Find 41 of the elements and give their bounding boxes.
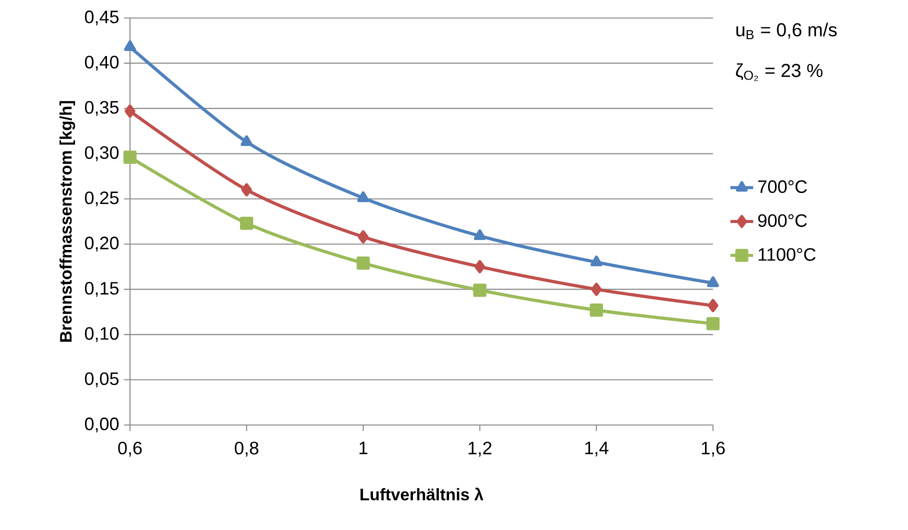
y-tick-label: 0,40 <box>84 56 119 71</box>
y-tick-label: 0,10 <box>84 327 119 342</box>
point <box>708 299 718 312</box>
point <box>241 183 252 196</box>
legend-label: 700°C <box>758 180 807 194</box>
point <box>474 260 486 274</box>
point <box>706 317 720 330</box>
point <box>473 284 486 297</box>
point <box>356 256 370 270</box>
x-tick-label: 0,6 <box>118 442 142 457</box>
point <box>240 135 253 146</box>
point <box>474 229 486 240</box>
point <box>590 256 602 266</box>
legend-label: 900°C <box>758 214 807 227</box>
x-axis-title: Luftverhältnis λ <box>360 488 484 500</box>
x-tick-label: 1,2 <box>468 442 492 457</box>
x-tick-label: 1 <box>360 442 368 454</box>
y-tick-label: 0,15 <box>84 282 119 297</box>
y-tick-label: 0,25 <box>84 191 119 206</box>
point <box>357 191 370 202</box>
x-tick-label: 1,4 <box>585 442 608 456</box>
text: ζ$_{O₂}$ = 23 % <box>736 63 822 81</box>
y-tick-label: 0,20 <box>84 236 119 252</box>
point <box>707 276 719 288</box>
text: u$_{B}$ = 0,6 m/s <box>736 22 837 40</box>
x-tick-label: 1,6 <box>702 442 725 457</box>
y-tick-label: 0,45 <box>84 10 119 26</box>
point <box>123 150 137 164</box>
x-tick-label: 0,8 <box>234 442 258 457</box>
y-axis-title: Brennstoffmassenstrom [kg/h] <box>59 101 76 342</box>
point <box>240 216 254 230</box>
y-tick-label: 0,30 <box>84 146 119 162</box>
y-tick-label: 0,05 <box>84 372 119 388</box>
point <box>590 304 604 317</box>
point <box>358 230 369 244</box>
point <box>124 104 136 118</box>
point <box>591 282 602 296</box>
legend-label: 1100°C <box>758 248 816 261</box>
point <box>124 40 136 52</box>
y-tick-label: 0,00 <box>84 418 119 432</box>
y-tick-label: 0,35 <box>84 101 119 116</box>
